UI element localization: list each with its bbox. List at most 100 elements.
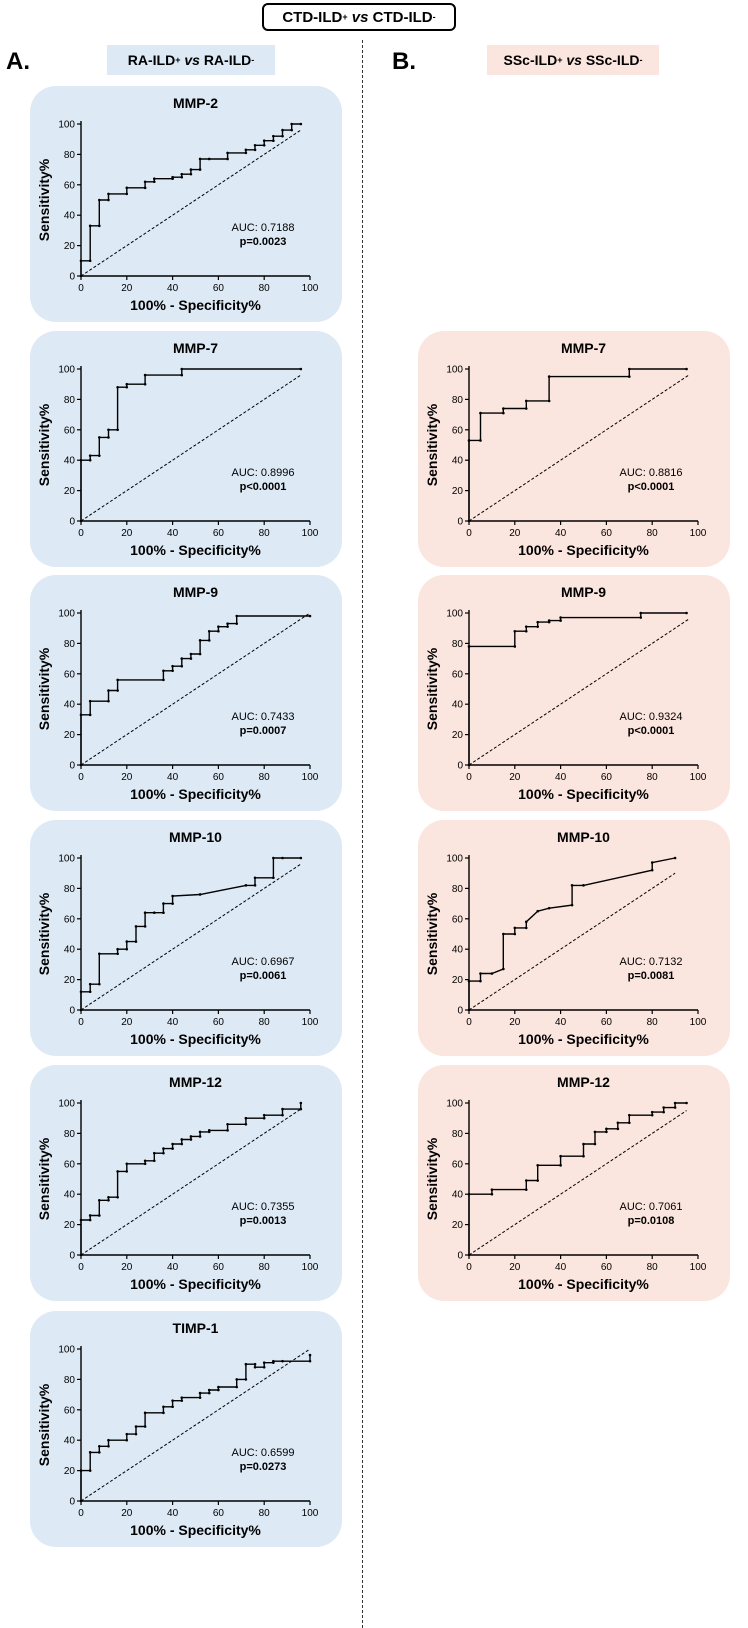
roc-point	[98, 1444, 101, 1448]
roc-point	[308, 614, 312, 618]
y-tick-label: 100	[446, 609, 463, 620]
roc-point	[79, 274, 83, 278]
roc-point	[125, 940, 129, 943]
title-right: CTD-ILD	[372, 8, 433, 26]
roc-point	[98, 454, 101, 457]
roc-point	[308, 1359, 312, 1363]
x-tick-label: 40	[555, 1262, 567, 1273]
x-tick-label: 0	[466, 1017, 472, 1028]
y-axis-label: Sensitivity%	[424, 647, 440, 730]
roc-point	[189, 1135, 193, 1138]
roc-point	[152, 911, 156, 915]
p-value-label: p<0.0001	[240, 481, 287, 493]
roc-curve	[80, 123, 301, 276]
roc-point	[116, 1195, 119, 1199]
roc-point	[116, 1170, 119, 1173]
y-tick-label: 20	[64, 975, 76, 986]
roc-point	[116, 428, 119, 432]
roc-point	[524, 407, 528, 410]
roc-point	[98, 198, 101, 202]
roc-point	[244, 148, 248, 152]
roc-point	[253, 1365, 257, 1369]
panel-ssc-mmp12: MMP-12 0 20 40 60 80 100 0 20 40 60 80 100 100% - Spe…	[418, 1065, 730, 1301]
y-axis-label: Sensitivity%	[36, 1137, 52, 1220]
roc-point	[299, 367, 303, 371]
x-tick-label: 100	[302, 772, 319, 783]
roc-point	[171, 664, 174, 668]
x-tick-label: 80	[647, 1262, 659, 1273]
y-tick-label: 60	[452, 1159, 464, 1170]
column-a-group-a: RA-ILD	[127, 52, 176, 68]
roc-point	[198, 168, 202, 171]
roc-point	[143, 1425, 147, 1428]
roc-point	[107, 689, 110, 692]
x-tick-label: 100	[302, 1262, 319, 1273]
x-tick-label: 80	[259, 283, 271, 294]
roc-point	[593, 1142, 597, 1146]
y-tick-label: 40	[64, 456, 76, 467]
roc-point	[107, 1198, 110, 1202]
roc-point	[628, 367, 631, 371]
roc-point	[226, 1122, 229, 1126]
roc-point	[180, 657, 184, 660]
roc-point	[281, 134, 284, 138]
x-tick-label: 80	[259, 772, 271, 783]
roc-point	[502, 407, 505, 410]
roc-curve	[468, 612, 687, 765]
p-value-label: p=0.0273	[240, 1461, 287, 1473]
roc-point	[207, 157, 211, 161]
column-divider	[362, 40, 363, 1628]
x-tick-label: 20	[121, 1508, 133, 1519]
chart-title: MMP-12	[169, 1074, 222, 1090]
auc-label: AUC: 0.7061	[620, 1201, 683, 1213]
y-tick-label: 20	[452, 975, 464, 986]
y-tick-label: 40	[64, 1190, 76, 1201]
y-tick-label: 20	[64, 486, 76, 497]
x-tick-label: 0	[78, 1017, 84, 1028]
roc-point	[162, 902, 165, 905]
roc-point	[490, 1188, 494, 1191]
roc-point	[582, 1154, 585, 1158]
roc-point	[189, 168, 193, 171]
x-tick-label: 0	[466, 528, 472, 539]
roc-point	[162, 678, 165, 682]
roc-point	[180, 1396, 184, 1399]
roc-point	[107, 198, 110, 202]
roc-point	[88, 1451, 92, 1454]
y-tick-label: 80	[64, 1375, 76, 1386]
y-tick-label: 100	[58, 609, 75, 620]
roc-point	[198, 1135, 202, 1138]
x-tick-label: 100	[690, 1017, 707, 1028]
roc-point	[616, 1121, 620, 1125]
column-b-group-a-sup: +	[557, 55, 563, 65]
roc-point	[125, 382, 129, 386]
y-tick-label: 0	[69, 517, 75, 528]
x-axis-label: 100% - Specificity%	[130, 1522, 261, 1538]
roc-point	[189, 172, 193, 176]
roc-point	[207, 1129, 211, 1132]
reference-diagonal	[468, 374, 690, 522]
x-tick-label: 60	[601, 772, 613, 783]
roc-point	[524, 625, 528, 628]
roc-point	[143, 925, 147, 928]
roc-point	[116, 952, 119, 956]
roc-point	[189, 657, 193, 660]
roc-point	[524, 629, 528, 633]
roc-point	[253, 876, 257, 880]
x-tick-label: 60	[213, 772, 225, 783]
p-value-label: p=0.0108	[628, 1215, 675, 1227]
roc-point	[198, 1391, 202, 1395]
roc-point	[244, 151, 248, 155]
roc-point	[662, 1110, 665, 1114]
roc-point	[547, 906, 551, 910]
roc-point	[262, 1365, 266, 1369]
p-value-label: p=0.0061	[240, 970, 287, 982]
roc-point	[559, 1164, 562, 1167]
roc-point	[290, 128, 293, 132]
x-tick-label: 60	[213, 1017, 225, 1028]
roc-point	[235, 622, 239, 625]
roc-point	[524, 399, 528, 403]
chart-title: MMP-9	[173, 584, 218, 600]
roc-curve	[468, 1102, 687, 1255]
roc-point	[180, 175, 184, 179]
